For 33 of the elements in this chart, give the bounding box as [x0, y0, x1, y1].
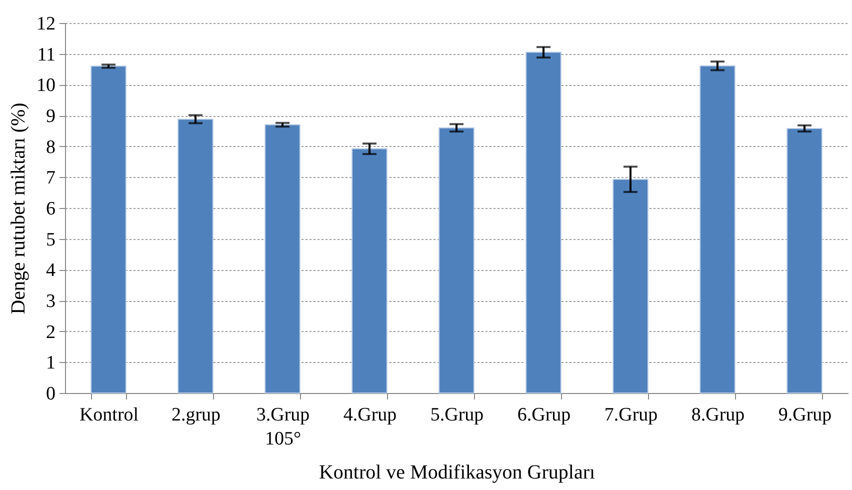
bar	[352, 148, 388, 394]
x-tick-label: Kontrol	[79, 404, 139, 426]
bar	[526, 52, 562, 394]
y-tick-label: 12	[36, 14, 56, 34]
bar	[90, 66, 126, 394]
y-tick-label: 4	[46, 260, 56, 282]
y-tick-label: 5	[46, 229, 56, 250]
x-tick-label: 6.Grup	[517, 404, 571, 426]
x-tick-label: 7.Grup	[604, 404, 658, 426]
bar	[438, 127, 474, 394]
x-tick-label: 2.grup	[171, 404, 221, 426]
y-tick-label: 2	[46, 322, 56, 343]
y-tick-label: 6	[46, 198, 56, 220]
x-axis-title: Kontrol ve Modifikasyon Grupları	[318, 462, 596, 484]
y-tick-label: 3	[46, 291, 56, 312]
y-tick-label: 8	[46, 136, 56, 158]
x-tick-label: 8.Grup	[691, 404, 745, 426]
y-tick-label: 9	[46, 106, 56, 127]
y-tick-label: 1	[46, 352, 56, 374]
x-tick-label: 9.Grup	[778, 404, 832, 426]
x-tick-label: 4.Grup	[343, 404, 397, 426]
bar	[178, 118, 214, 394]
y-axis-title: Denge rutubet miktarı (%)	[8, 102, 30, 314]
y-tick-label: 7	[46, 168, 56, 189]
bar	[700, 65, 736, 394]
y-tick-label: 11	[37, 44, 56, 66]
x-tick-label: 5.Grup	[430, 404, 484, 426]
bar	[264, 124, 300, 394]
x-tick-label: 3.Grup 105°	[256, 404, 310, 450]
bar	[786, 128, 822, 394]
y-tick-label: 10	[36, 75, 56, 96]
bar	[612, 178, 648, 394]
y-tick-label: 0	[46, 384, 56, 404]
